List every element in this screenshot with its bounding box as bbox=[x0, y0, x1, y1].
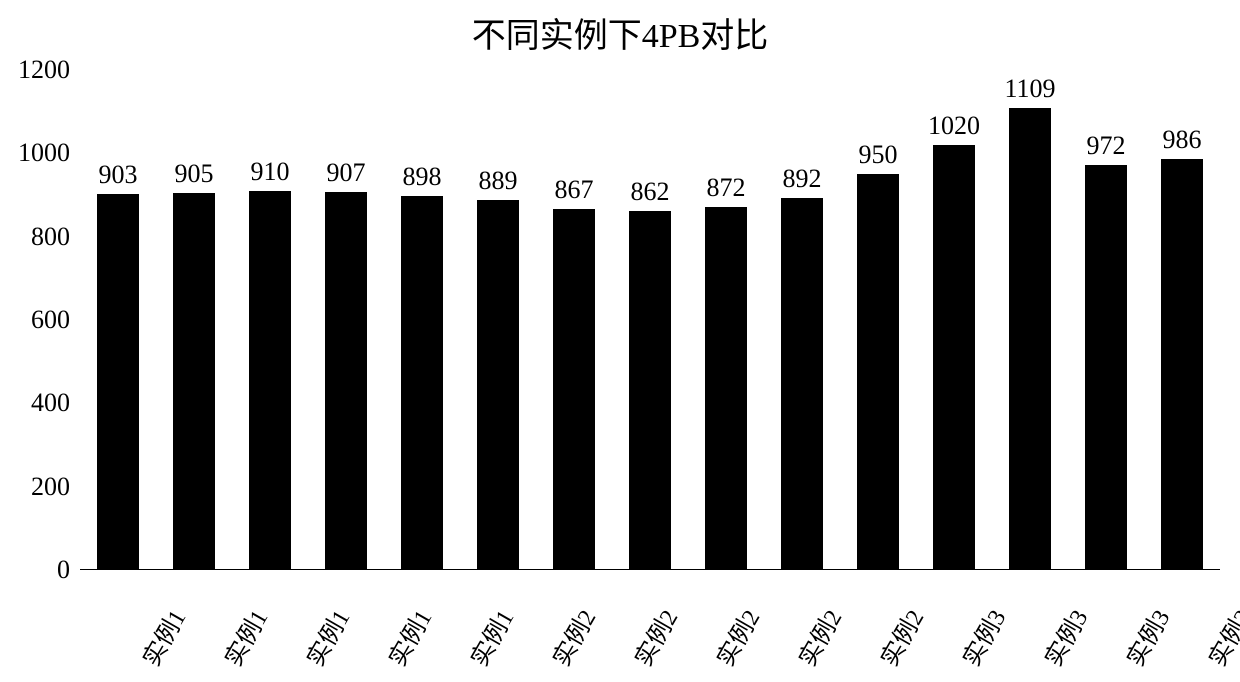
bar-slot: 889 bbox=[460, 70, 536, 570]
bar-value-label: 867 bbox=[555, 175, 594, 205]
bar-slot: 910 bbox=[232, 70, 308, 570]
bar-value-label: 907 bbox=[327, 158, 366, 188]
bar bbox=[325, 192, 367, 570]
bar bbox=[1085, 165, 1127, 570]
y-tick-label: 200 bbox=[31, 472, 80, 502]
bar bbox=[629, 211, 671, 570]
bar-slot: 907 bbox=[308, 70, 384, 570]
bars-group: 903 905 910 907 898 889 867 862 872 892 950 1020 110… bbox=[80, 70, 1220, 570]
y-tick-label: 800 bbox=[31, 222, 80, 252]
bar-slot: 905 bbox=[156, 70, 232, 570]
bar-value-label: 972 bbox=[1087, 131, 1126, 161]
bar-value-label: 862 bbox=[631, 177, 670, 207]
bar-slot: 972 bbox=[1068, 70, 1144, 570]
plot-area: 020040060080010001200 903905910907898889… bbox=[80, 70, 1220, 570]
bar-value-label: 950 bbox=[859, 140, 898, 170]
bar bbox=[1009, 108, 1051, 570]
bar bbox=[705, 207, 747, 570]
chart-container: 不同实例下4PB对比 020040060080010001200 9039059… bbox=[0, 0, 1240, 682]
y-tick-label: 1200 bbox=[18, 55, 80, 85]
bar-slot: 862 bbox=[612, 70, 688, 570]
bar bbox=[401, 196, 443, 570]
bar bbox=[173, 193, 215, 570]
bar-slot: 986 bbox=[1144, 70, 1220, 570]
bar-value-label: 898 bbox=[403, 162, 442, 192]
bar bbox=[553, 209, 595, 570]
bar-value-label: 892 bbox=[783, 164, 822, 194]
bar bbox=[933, 145, 975, 570]
bar-slot: 867 bbox=[536, 70, 612, 570]
bar-value-label: 905 bbox=[175, 159, 214, 189]
bar-slot: 892 bbox=[764, 70, 840, 570]
bar bbox=[857, 174, 899, 570]
bar-slot: 903 bbox=[80, 70, 156, 570]
bar bbox=[1161, 159, 1203, 570]
x-label-slot: 实例1 bbox=[80, 574, 162, 674]
bar-value-label: 986 bbox=[1163, 125, 1202, 155]
x-axis-labels: 实例1实例1实例1实例1实例1实例2实例2实例2实例2实例2实例3实例3实例3实… bbox=[80, 574, 1220, 674]
x-tick-label: 实例3 bbox=[1198, 602, 1240, 671]
bar-slot: 898 bbox=[384, 70, 460, 570]
bar-value-label: 1109 bbox=[1004, 74, 1055, 104]
bar-slot: 1109 bbox=[992, 70, 1068, 570]
bar bbox=[781, 198, 823, 570]
y-tick-label: 0 bbox=[57, 555, 80, 585]
bar-value-label: 872 bbox=[707, 173, 746, 203]
bar-slot: 1020 bbox=[916, 70, 992, 570]
bar-value-label: 903 bbox=[99, 160, 138, 190]
bar-value-label: 889 bbox=[479, 166, 518, 196]
chart-title: 不同实例下4PB对比 bbox=[0, 8, 1240, 57]
y-tick-label: 600 bbox=[31, 305, 80, 335]
bar-value-label: 1020 bbox=[928, 111, 980, 141]
y-tick-label: 1000 bbox=[18, 138, 80, 168]
bar bbox=[97, 194, 139, 570]
bar bbox=[477, 200, 519, 570]
y-tick-label: 400 bbox=[31, 388, 80, 418]
bar bbox=[249, 191, 291, 570]
bar-slot: 872 bbox=[688, 70, 764, 570]
bar-slot: 950 bbox=[840, 70, 916, 570]
bar-value-label: 910 bbox=[251, 157, 290, 187]
